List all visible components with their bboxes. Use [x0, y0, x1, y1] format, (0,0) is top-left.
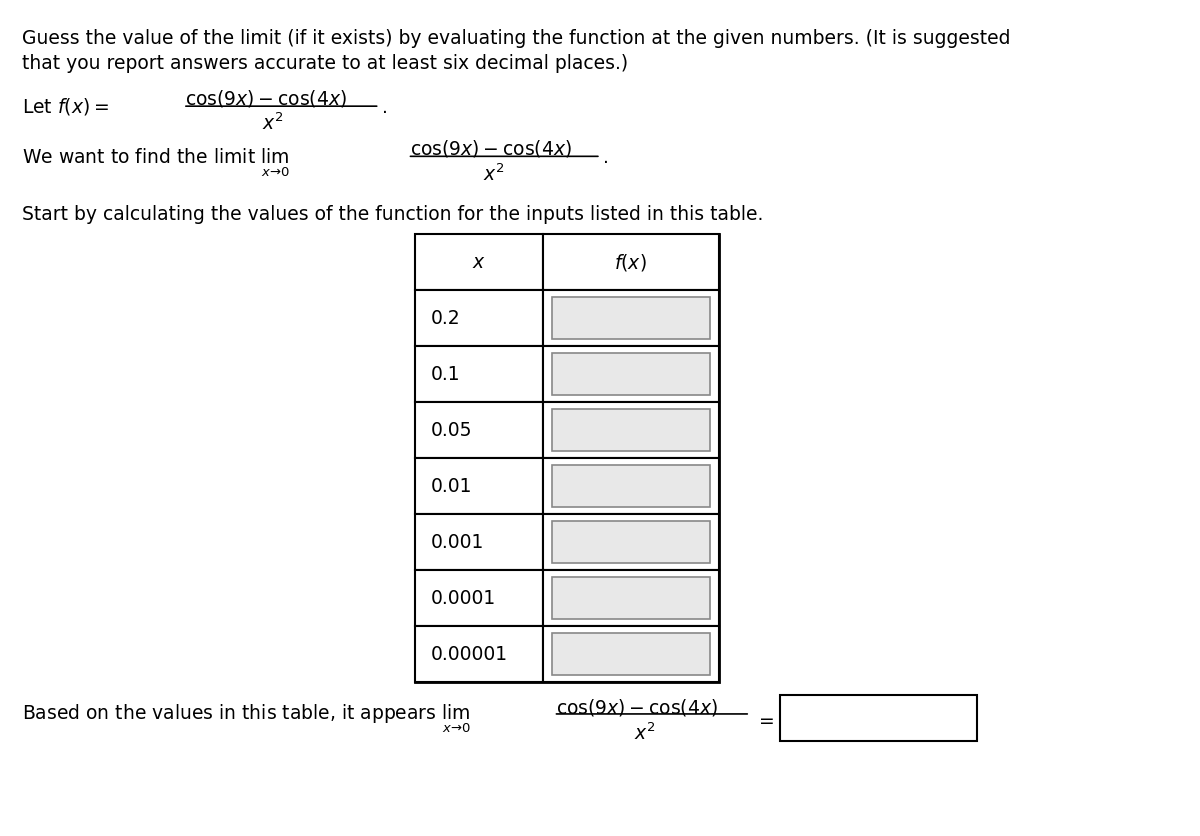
Bar	[552, 577, 709, 619]
Bar	[415, 234, 719, 682]
Text: $\cos(9x) - \cos(4x)$: $\cos(9x) - \cos(4x)$	[185, 88, 347, 109]
Bar	[542, 290, 719, 346]
Text: We want to find the limit $\lim_{x \to 0}$: We want to find the limit $\lim_{x \to 0…	[23, 146, 290, 179]
Text: that you report answers accurate to at least six decimal places.): that you report answers accurate to at l…	[23, 54, 629, 74]
Text: $x^2$: $x^2$	[482, 163, 504, 185]
Bar	[415, 234, 542, 290]
Bar	[542, 346, 719, 402]
Bar	[552, 297, 709, 339]
Text: Guess the value of the limit (if it exists) by evaluating the function at the gi: Guess the value of the limit (if it exis…	[23, 29, 1010, 48]
Bar	[542, 570, 719, 626]
Text: $x^2$: $x^2$	[635, 722, 656, 744]
Bar	[552, 521, 709, 563]
Text: 0.05: 0.05	[431, 421, 473, 440]
Bar	[542, 514, 719, 570]
Text: 0.001: 0.001	[431, 533, 484, 552]
Bar	[552, 633, 709, 675]
Text: $\cos(9x) - \cos(4x)$: $\cos(9x) - \cos(4x)$	[556, 697, 718, 718]
Text: 0.00001: 0.00001	[431, 645, 508, 664]
Text: $x$: $x$	[473, 252, 486, 272]
Bar	[542, 458, 719, 514]
Text: Based on the values in this table, it appears $\lim_{x \to 0}$: Based on the values in this table, it ap…	[23, 703, 472, 736]
Bar	[415, 346, 542, 402]
Bar	[780, 695, 977, 741]
Text: 0.1: 0.1	[431, 364, 461, 384]
Text: Let $f(x) = $: Let $f(x) = $	[23, 96, 109, 117]
Text: Start by calculating the values of the function for the inputs listed in this ta: Start by calculating the values of the f…	[23, 205, 764, 224]
Bar	[415, 402, 542, 458]
Bar	[415, 626, 542, 682]
Bar	[415, 458, 542, 514]
Bar	[415, 514, 542, 570]
Text: 0.0001: 0.0001	[431, 589, 496, 608]
Text: .: .	[602, 148, 608, 167]
Bar	[415, 290, 542, 346]
Bar	[552, 409, 709, 451]
Bar	[552, 353, 709, 395]
Text: .: .	[382, 98, 388, 117]
Bar	[542, 402, 719, 458]
Text: 0.2: 0.2	[431, 308, 461, 328]
Text: 0.01: 0.01	[431, 477, 473, 496]
Text: $f(x)$: $f(x)$	[614, 252, 647, 273]
Bar	[542, 626, 719, 682]
Text: $x^2$: $x^2$	[262, 113, 283, 135]
Bar	[415, 570, 542, 626]
Bar	[542, 234, 719, 290]
Text: $=$: $=$	[755, 710, 774, 729]
Bar	[552, 465, 709, 507]
Text: $\cos(9x) - \cos(4x)$: $\cos(9x) - \cos(4x)$	[410, 138, 571, 159]
